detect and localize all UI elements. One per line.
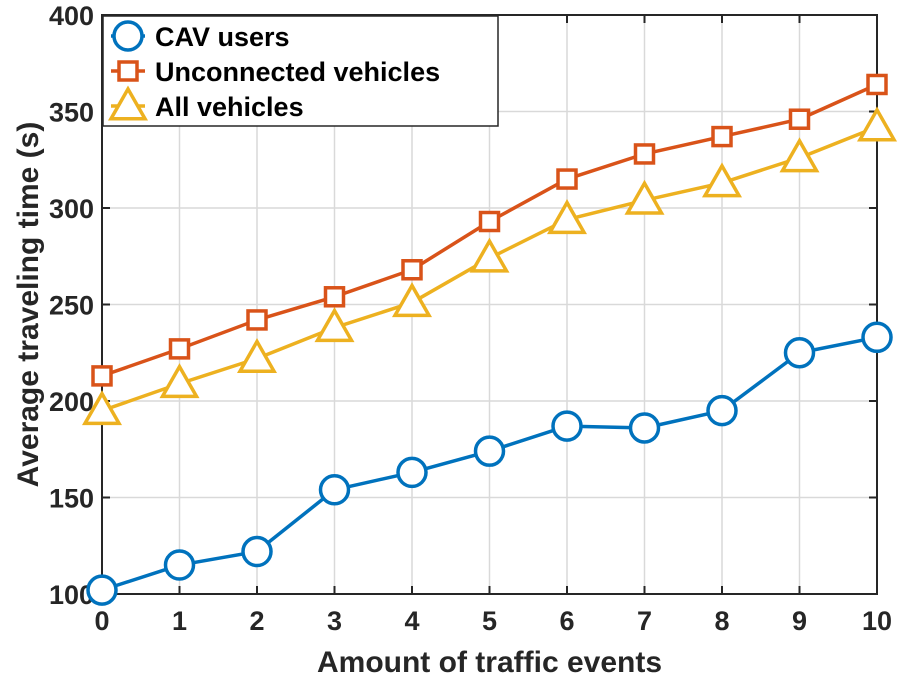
data-point-circle (318, 474, 351, 506)
x-tick-label: 6 (559, 606, 574, 636)
series-triangle (81, 106, 898, 426)
data-point-triangle (236, 338, 278, 374)
data-point-square (91, 365, 113, 387)
data-point-square (168, 338, 191, 360)
x-tick-label: 7 (637, 606, 652, 636)
legend: CAV users Unconnected vehicles All vehicle… (102, 15, 499, 127)
data-point-triangle (314, 307, 355, 343)
data-point-triangle (546, 199, 588, 235)
data-point-triangle (624, 179, 665, 215)
x-tick-label: 1 (172, 606, 187, 636)
data-point-circle (473, 435, 506, 467)
data-point-triangle (469, 237, 510, 273)
data-point-square (401, 259, 423, 281)
data-point-triangle (779, 137, 820, 173)
data-point-triangle (856, 106, 898, 142)
legend-label: CAV users (155, 22, 290, 52)
series-square (91, 73, 888, 387)
legend-marker-triangle (107, 85, 149, 121)
x-tick-label: 3 (327, 606, 342, 636)
series-circle (86, 321, 893, 606)
y-axis-title: Average traveling time (s) (12, 122, 45, 488)
data-point-triangle (391, 282, 433, 318)
data-point-square (633, 143, 656, 165)
x-tick-label: 0 (94, 606, 109, 636)
data-point-square (788, 108, 811, 130)
data-point-square (323, 286, 346, 308)
series-group (81, 73, 898, 606)
data-point-square (246, 309, 268, 331)
legend-label: All vehicles (155, 92, 304, 122)
y-tick-label: 400 (49, 1, 94, 31)
data-point-square (866, 73, 888, 96)
x-tick-label: 4 (404, 606, 419, 636)
y-tick-label: 350 (49, 98, 94, 128)
data-point-circle (86, 574, 118, 606)
y-tick-label: 250 (49, 291, 94, 321)
x-tick-label: 10 (862, 606, 892, 636)
legend-entry: CAV users (111, 20, 290, 52)
data-point-triangle (701, 162, 743, 198)
legend-entry: Unconnected vehicles (111, 57, 440, 87)
data-point-circle (241, 535, 273, 568)
data-point-triangle (81, 390, 123, 426)
data-point-square (556, 168, 578, 190)
x-tick-label: 9 (792, 606, 807, 636)
y-tick-label: 300 (49, 194, 94, 224)
data-point-circle (396, 456, 428, 489)
legend-marker-square (117, 60, 139, 82)
y-tick-label: 200 (49, 387, 94, 417)
legend-box (102, 15, 499, 127)
data-point-circle (163, 549, 196, 581)
legend-marker-circle (112, 20, 144, 52)
legend-entry: All vehicles (107, 85, 304, 122)
data-point-circle (783, 337, 816, 369)
x-tick-label: 5 (482, 606, 497, 636)
data-point-circle (861, 321, 893, 354)
data-point-square (478, 210, 501, 233)
data-point-circle (628, 412, 661, 444)
x-tick-label: 2 (249, 606, 264, 636)
x-tick-label: 8 (714, 606, 729, 636)
data-point-circle (551, 410, 583, 442)
y-tick-label: 150 (49, 484, 94, 514)
x-axis-title: Amount of traffic events (317, 646, 662, 679)
y-tick-label: 100 (49, 580, 94, 610)
data-point-circle (706, 394, 738, 427)
data-point-triangle (159, 363, 200, 399)
legend-label: Unconnected vehicles (155, 57, 440, 87)
data-point-square (711, 125, 733, 148)
